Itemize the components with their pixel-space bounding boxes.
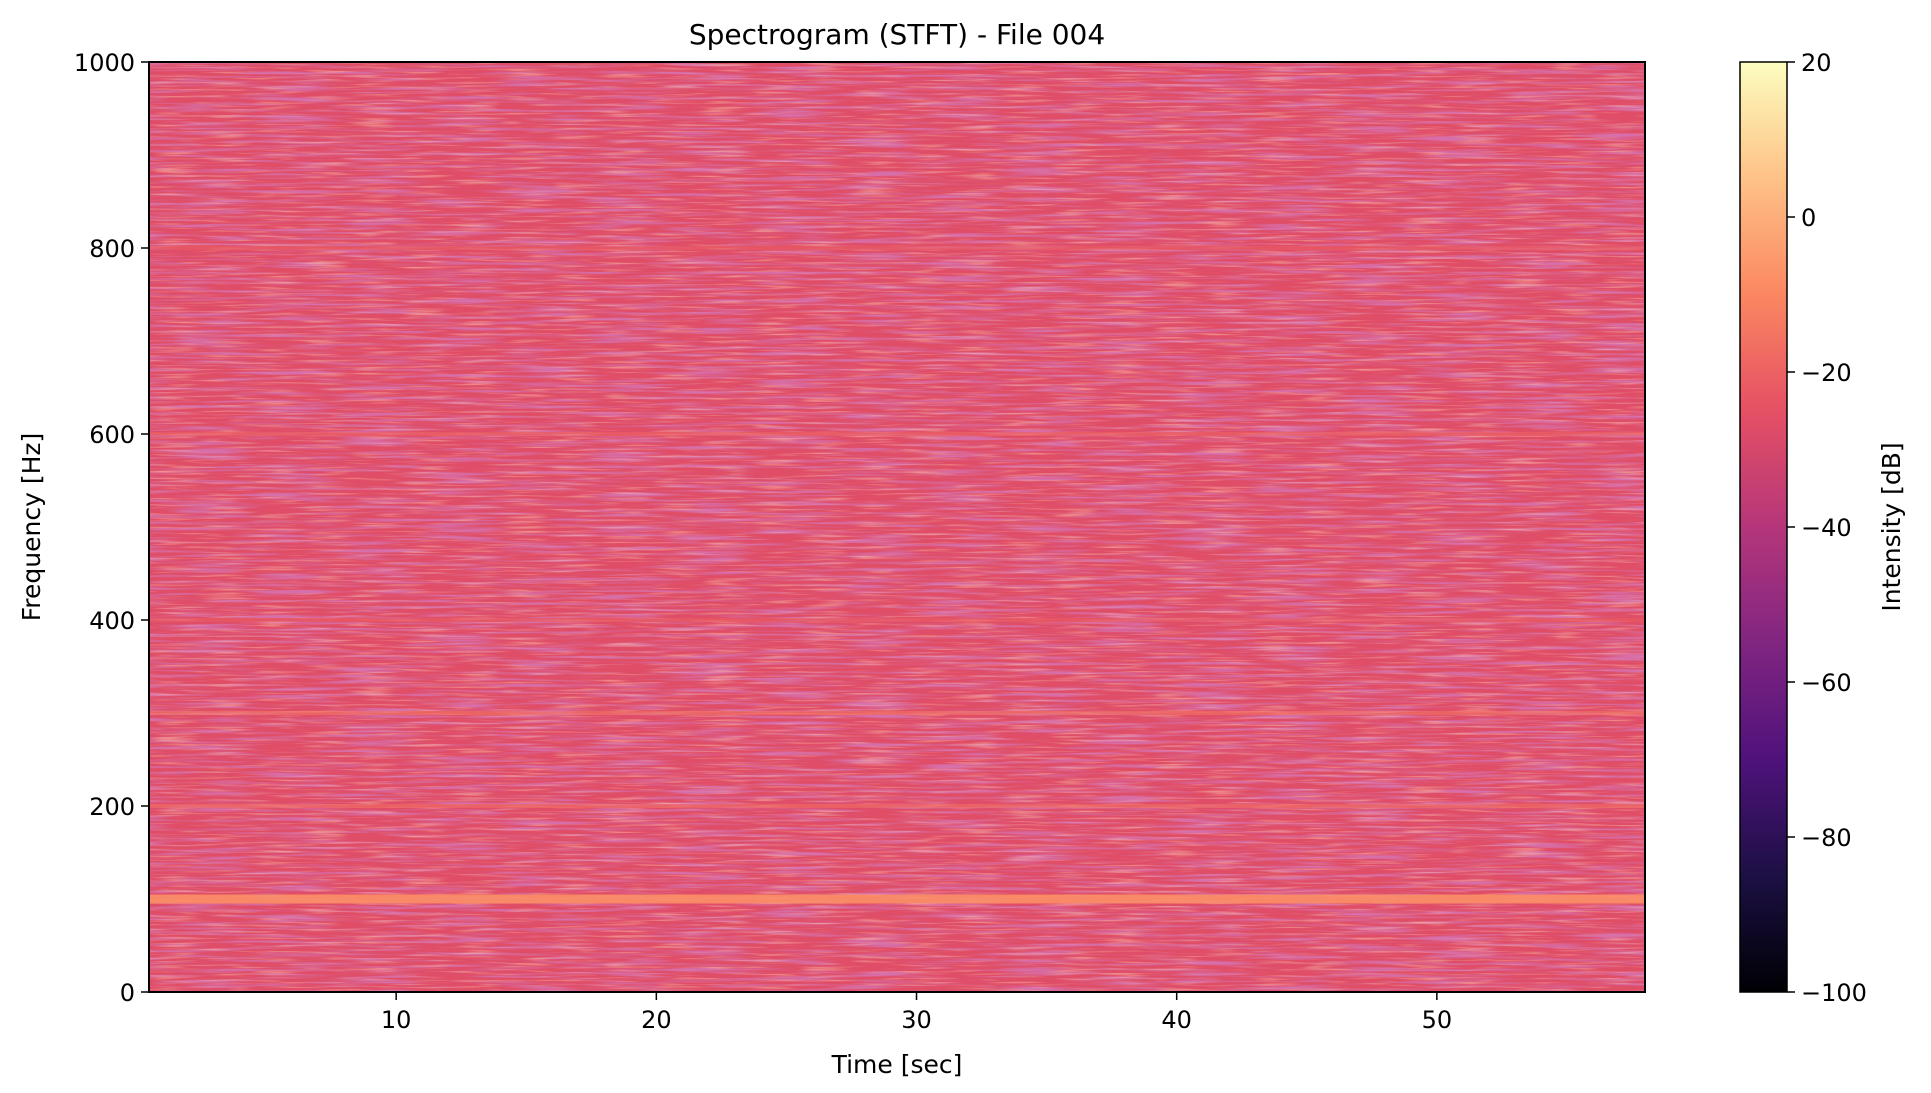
colorbar-tick-label: 0 (1801, 204, 1816, 232)
colorbar-tick-label: 20 (1801, 49, 1832, 77)
x-tick-label: 40 (1161, 1006, 1192, 1034)
colorbar-tick-label: −80 (1801, 824, 1852, 852)
spectrogram-noise-highlights (149, 62, 1645, 992)
x-tick-label: 50 (1422, 1006, 1453, 1034)
y-axis-ticks: 0 200 400 600 800 1000 (74, 49, 149, 1007)
spectrogram-plot-area (149, 62, 1645, 992)
harmonic-line (149, 711, 1645, 715)
y-tick-label: 0 (120, 979, 135, 1007)
colorbar-tick-label: −20 (1801, 359, 1852, 387)
harmonic-line (149, 894, 1645, 904)
y-tick-label: 1000 (74, 49, 135, 77)
chart-title: Spectrogram (STFT) - File 004 (689, 18, 1105, 51)
harmonic-line (149, 432, 1645, 436)
y-tick-label: 400 (89, 607, 135, 635)
x-tick-label: 20 (641, 1006, 672, 1034)
harmonic-line (149, 618, 1645, 622)
colorbar-ticks: 20 0 −20 −40 −60 −80 −100 (1787, 49, 1867, 1007)
x-tick-label: 30 (901, 1006, 932, 1034)
plot-frame (148, 61, 1646, 993)
colorbar-label: Intensity [dB] (1877, 442, 1906, 611)
x-axis-ticks: 10 20 30 40 50 (381, 992, 1452, 1034)
x-tick-label: 10 (381, 1006, 412, 1034)
colorbar (1739, 61, 1788, 993)
y-tick-label: 800 (89, 235, 135, 263)
x-axis-label: Time [sec] (831, 1050, 963, 1079)
harmonic-lines (149, 246, 1645, 904)
harmonic-line (149, 246, 1645, 250)
y-tick-label: 600 (89, 421, 135, 449)
colorbar-tick-label: −60 (1801, 669, 1852, 697)
harmonic-line (149, 804, 1645, 808)
y-axis-label: Frequency [Hz] (17, 433, 46, 622)
colorbar-tick-label: −100 (1801, 979, 1867, 1007)
colorbar-tick-label: −40 (1801, 514, 1852, 542)
y-tick-label: 200 (89, 793, 135, 821)
